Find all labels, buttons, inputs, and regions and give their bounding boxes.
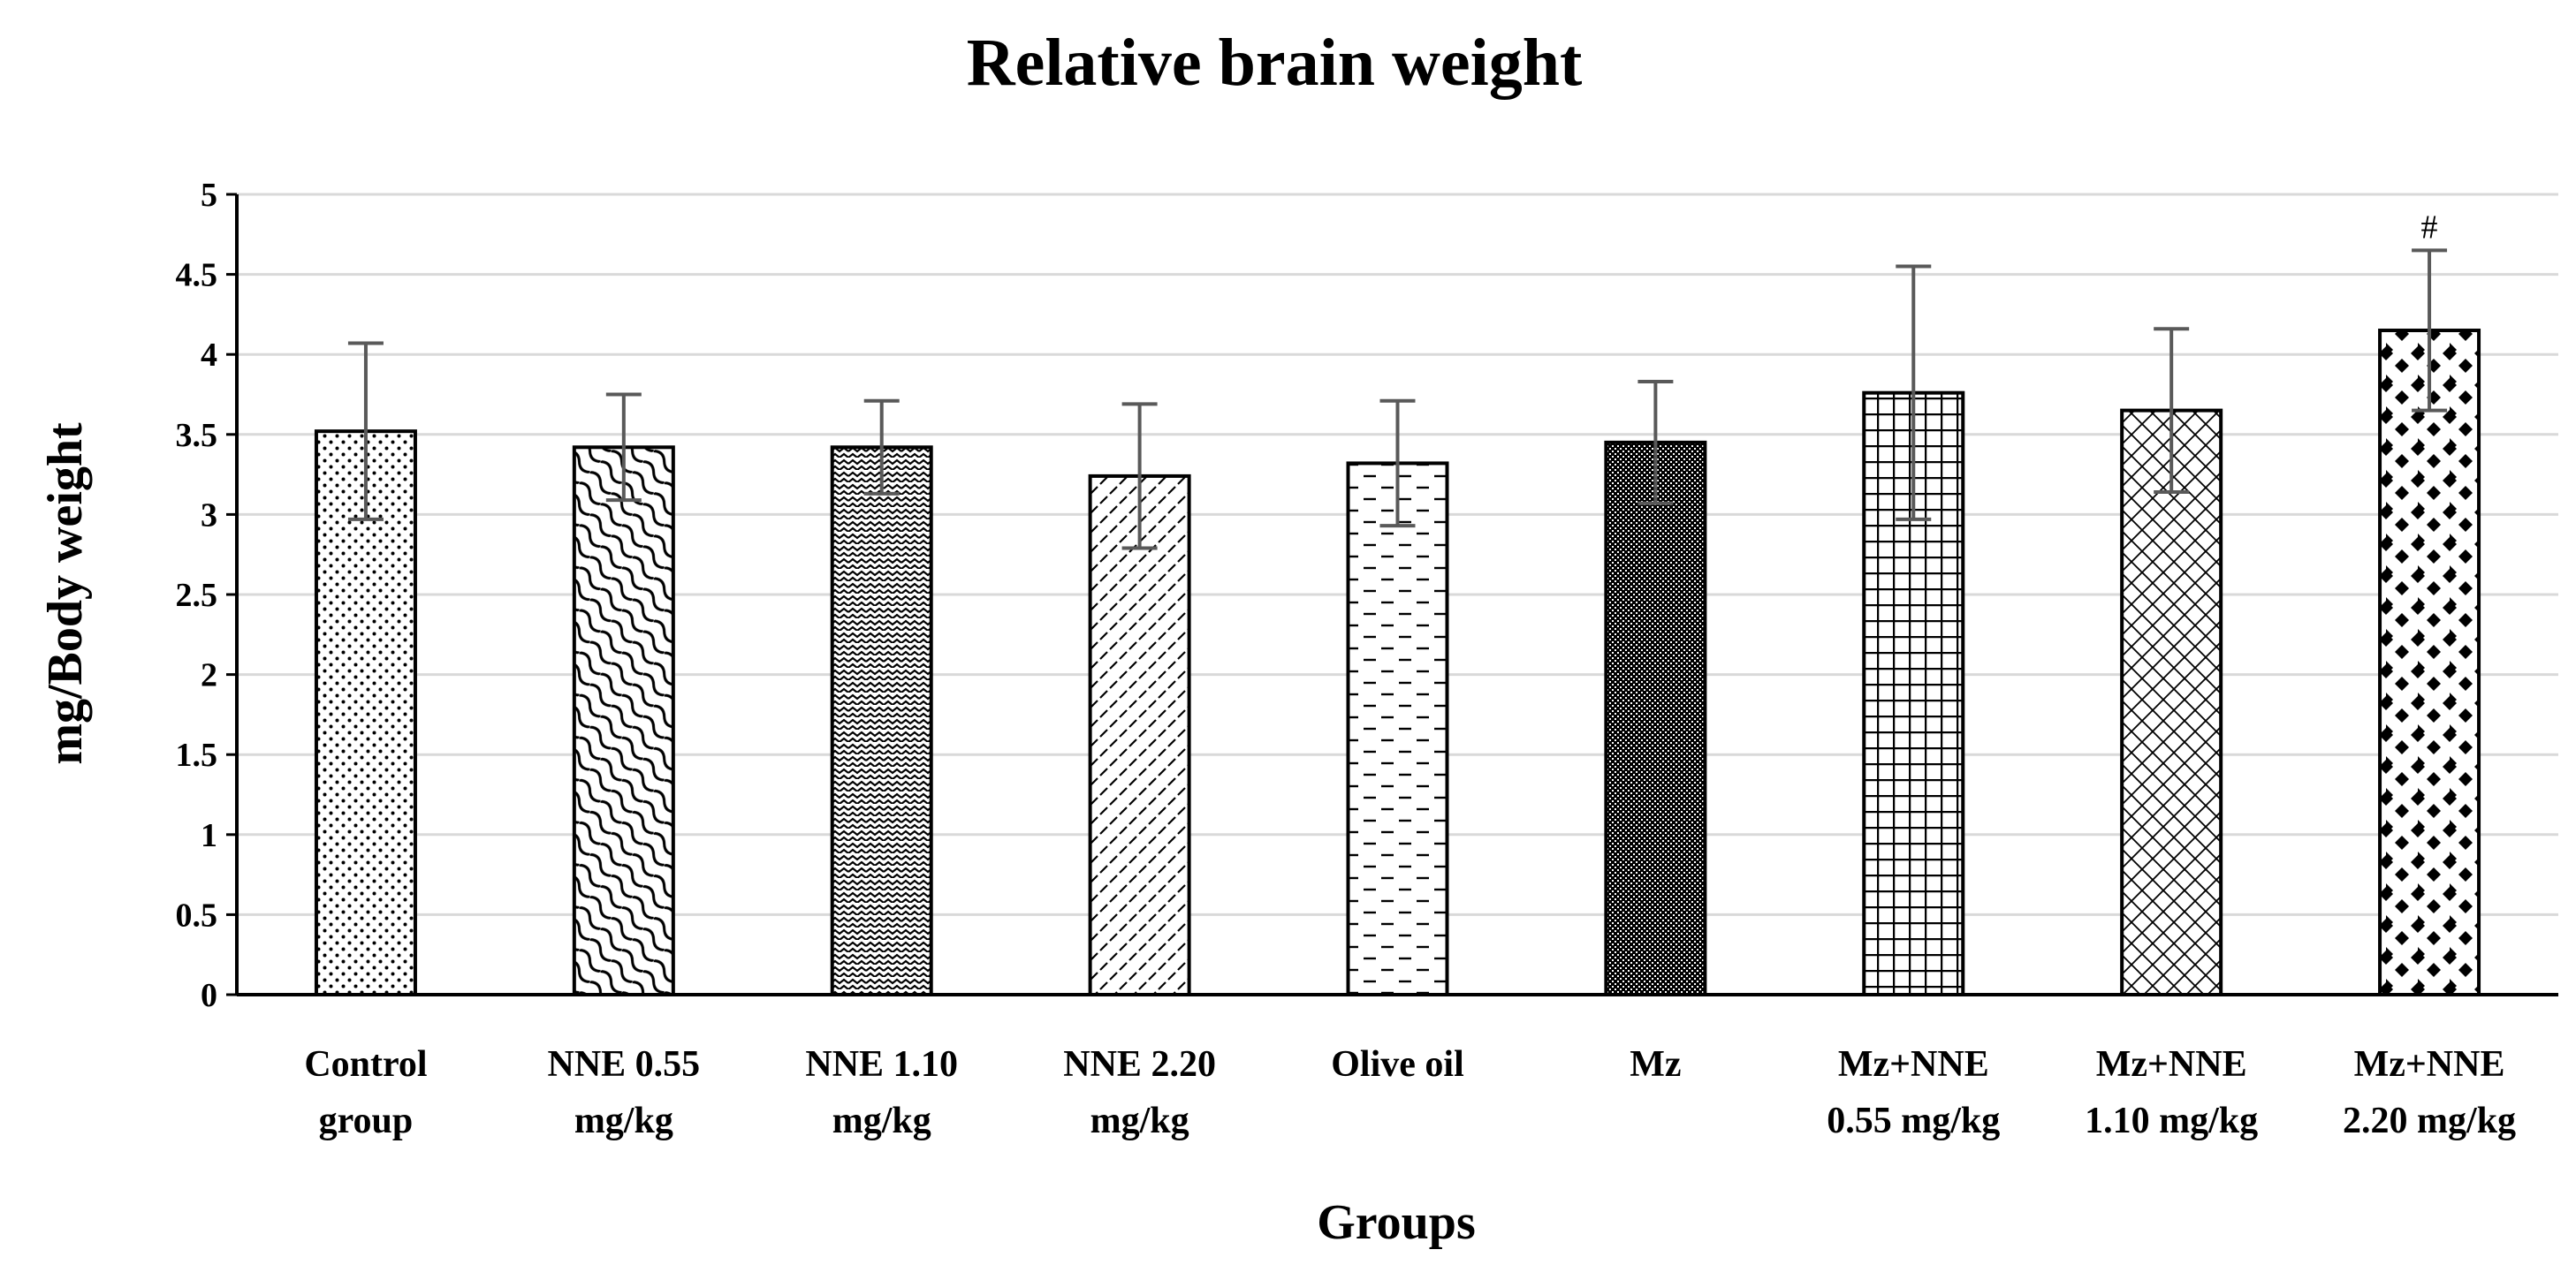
significance-marker: #	[2421, 208, 2438, 246]
x-tick-label: NNE 0.55	[547, 1044, 700, 1085]
x-tick-label: mg/kg	[1090, 1101, 1189, 1141]
x-tick-label: 0.55 mg/kg	[1827, 1101, 2000, 1141]
x-tick-label: mg/kg	[574, 1101, 673, 1141]
y-tick-labels: 0 0.5 1 1.5 2 2.5 3 3.5 4 4.5 5	[176, 177, 218, 1014]
axes	[235, 194, 2558, 996]
category-labels: Control group NNE 0.55 mg/kg NNE 1.10 mg/kg NN…	[304, 1044, 2516, 1141]
bar	[830, 445, 933, 996]
bar	[2120, 408, 2223, 996]
x-tick-label: Mz+NNE	[2354, 1044, 2505, 1085]
x-tick-label: Mz	[1630, 1044, 1681, 1085]
bar	[1604, 440, 1707, 996]
x-tick-label: Control	[304, 1044, 427, 1085]
annotations: #	[2421, 208, 2438, 246]
x-tick-label: NNE 1.10	[805, 1044, 958, 1085]
y-tick-label: 2	[201, 657, 217, 694]
x-tick-label: mg/kg	[832, 1101, 931, 1141]
y-tick-label: 0	[201, 977, 217, 1014]
x-tick-label: Mz+NNE	[1838, 1044, 1989, 1085]
x-tick-label: Mz+NNE	[2096, 1044, 2247, 1085]
y-tick-label: 4	[201, 337, 217, 374]
x-tick-label: group	[319, 1101, 414, 1141]
y-tick-label: 2.5	[176, 577, 218, 614]
y-tick-label: 5	[201, 177, 217, 214]
bars	[314, 329, 2481, 996]
x-tick-label: 1.10 mg/kg	[2085, 1101, 2258, 1141]
error-bars	[347, 248, 2448, 550]
bar	[2378, 329, 2481, 996]
y-tick-label: 3.5	[176, 417, 218, 454]
bar	[1346, 461, 1449, 996]
x-axis-title: Groups	[1317, 1195, 1475, 1250]
y-tick-label: 4.5	[176, 257, 218, 294]
x-tick-label: Olive oil	[1331, 1044, 1464, 1085]
x-tick-label: 2.20 mg/kg	[2343, 1101, 2516, 1141]
chart-title: Relative brain weight	[967, 26, 1583, 100]
y-axis-title: mg/Body weight	[38, 422, 93, 765]
x-tick-label: NNE 2.20	[1063, 1044, 1216, 1085]
bar	[572, 445, 675, 996]
y-tick-label: 0.5	[176, 897, 218, 934]
bar	[1088, 473, 1191, 996]
y-tick-label: 3	[201, 496, 217, 534]
y-tick-label: 1.5	[176, 737, 218, 774]
y-tick-label: 1	[201, 817, 217, 854]
